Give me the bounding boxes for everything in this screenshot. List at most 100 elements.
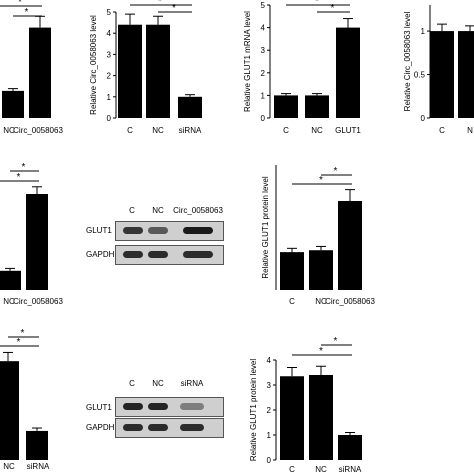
- blot1-lane-circ: Circ_0058063: [173, 206, 223, 215]
- blot1-lane-nc: NC: [152, 206, 164, 215]
- p7-cat-label-0: NC: [3, 462, 15, 471]
- p1-sig-star-0: *: [25, 7, 29, 18]
- p5-sig-star-1: *: [17, 172, 21, 183]
- blot1-band-glut1-0: [123, 227, 143, 234]
- p6-bar-2: [338, 200, 362, 290]
- p2-cat-label-0: C: [127, 126, 133, 135]
- p2-tick-label-2: 2: [107, 72, 112, 81]
- p8-cat-label-2: siRNA: [339, 465, 362, 474]
- blot2-band-gapdh-0: [123, 424, 143, 431]
- p2-tick-label-4: 4: [107, 29, 112, 38]
- p3-tick-label-3: 3: [261, 46, 266, 55]
- p3-bar-2: [336, 27, 360, 119]
- p6-bar-1: [309, 250, 333, 290]
- p8-tick-label-1: 1: [267, 431, 272, 440]
- p2-y-label: Relative Circ_0058063 level: [89, 15, 98, 115]
- p3-tick-label-5: 5: [261, 1, 266, 10]
- p6-sig-star-1: *: [319, 175, 323, 186]
- p1-cat-label-1: Circ_0058063: [13, 126, 63, 135]
- blot1-glut1-strip: [115, 221, 224, 241]
- p6-cat-label-1: NC: [315, 297, 327, 306]
- p3-y-label: Relative GLUT1 mRNA level: [243, 11, 252, 112]
- p6-y-label: Relative GLUT1 protein level: [261, 176, 270, 278]
- p3-bar-1: [305, 95, 329, 118]
- p7-sig-star-0: *: [21, 328, 25, 339]
- blot2-lane-c: C: [129, 379, 135, 388]
- blot1-band-glut1-2: [183, 227, 213, 234]
- p8-sig-star-1: *: [319, 346, 323, 357]
- blot2-band-gapdh-1: [148, 424, 168, 431]
- p7-cat-label-1: siRNA: [27, 462, 50, 471]
- blot1-gapdh-strip: [115, 245, 224, 265]
- p4-tick-label-1: 0.5: [414, 71, 426, 80]
- p8-sig-star-0: *: [334, 336, 338, 347]
- p4-cat-label-0: C: [439, 126, 445, 135]
- blot2-row-gapdh-label: GAPDH: [86, 423, 115, 432]
- p3-tick-label-1: 1: [261, 91, 266, 100]
- blot2-band-glut1-0: [123, 403, 143, 410]
- p7-bar-1: [0, 361, 19, 460]
- p5-cat-label-1: Circ_0058063: [13, 297, 63, 306]
- p2-cat-label-2: siRNA: [179, 126, 202, 135]
- p6-cat-label-2: Circ_0058063: [325, 297, 375, 306]
- p8-tick-label-3: 3: [267, 381, 272, 390]
- p8-bar-1: [309, 375, 333, 460]
- p2-tick-label-5: 5: [107, 8, 112, 17]
- blot2-band-glut1-2: [180, 403, 204, 410]
- p2-bar-0: [118, 24, 142, 118]
- p5-bar-1: [0, 270, 21, 290]
- p4-tick-label-2: 1: [421, 27, 426, 36]
- p1-sig-star-1: *: [18, 0, 22, 8]
- p3-tick-label-2: 2: [261, 69, 266, 78]
- blot2-lane-sirna: siRNA: [180, 379, 204, 388]
- p8-tick-label-4: 4: [267, 356, 272, 365]
- blot1-band-glut1-1: [148, 227, 168, 234]
- p2-tick-label-3: 3: [107, 50, 112, 59]
- p4-cat-label-1: N: [467, 126, 473, 135]
- p3-bar-0: [274, 95, 298, 118]
- p6-sig-star-0: *: [334, 166, 338, 177]
- p7-sig-star-1: *: [17, 337, 21, 348]
- blot2-band-gapdh-2: [180, 424, 204, 431]
- p2-tick-label-0: 0: [107, 114, 112, 123]
- p2-bar-2: [178, 96, 202, 118]
- p3-cat-label-2: GLUT1: [335, 126, 361, 135]
- p2-tick-label-1: 1: [107, 93, 112, 102]
- p3-sig-star-0: *: [331, 3, 335, 14]
- p4-tick-label-0: 0: [421, 114, 426, 123]
- p1-bar-1: [2, 90, 24, 118]
- p5-cat-label-0: NC: [3, 297, 15, 306]
- p6-cat-label-0: C: [289, 297, 295, 306]
- p4-y-label: Relative Circ_0058063 level: [403, 11, 412, 111]
- p8-bar-2: [338, 435, 362, 460]
- blot2-lane-nc: NC: [152, 379, 164, 388]
- p3-sig-star-1: *: [315, 0, 319, 7]
- p2-cat-label-1: NC: [152, 126, 164, 135]
- p8-cat-label-1: NC: [315, 465, 327, 474]
- blot1-row-glut1-label: GLUT1: [86, 226, 112, 235]
- p1-cat-label-0: NC: [3, 126, 15, 135]
- blot2-glut1-strip: [115, 397, 224, 417]
- p3-cat-label-1: NC: [311, 126, 323, 135]
- p8-tick-label-0: 0: [267, 456, 272, 465]
- p5-bar-2: [26, 194, 48, 290]
- p6-bar-0: [280, 252, 304, 290]
- p4-bar-1: [458, 31, 474, 119]
- blot1-band-gapdh-2: [183, 251, 213, 258]
- p8-y-label: Relative GLUT1 protein level: [249, 359, 258, 461]
- blot1-row-gapdh-label: GAPDH: [86, 250, 115, 259]
- blot1-band-gapdh-0: [123, 251, 143, 258]
- p1-bar-2: [29, 27, 51, 119]
- p5-sig-star-0: *: [22, 162, 26, 173]
- p8-tick-label-2: 2: [267, 406, 272, 415]
- blot2-band-glut1-1: [148, 403, 168, 410]
- p2-sig-star-1: *: [158, 0, 162, 7]
- p8-bar-0: [280, 376, 304, 460]
- p7-bar-2: [26, 430, 48, 460]
- p4-bar-0: [430, 31, 454, 119]
- blot2-row-glut1-label: GLUT1: [86, 403, 112, 412]
- p3-cat-label-0: C: [283, 126, 289, 135]
- blot1-lane-c: C: [129, 206, 135, 215]
- p2-sig-star-0: *: [172, 3, 176, 14]
